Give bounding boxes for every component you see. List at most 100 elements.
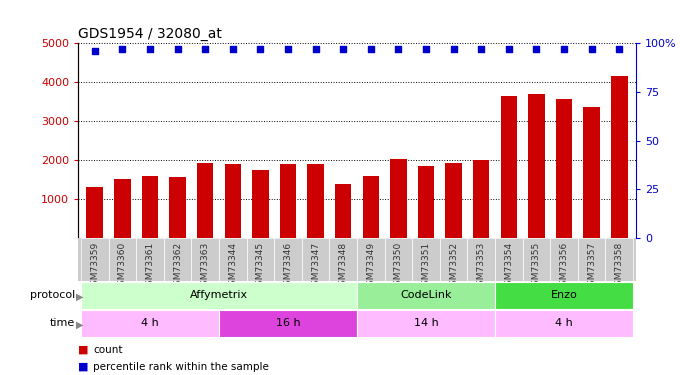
Point xyxy=(117,46,128,52)
Bar xyxy=(605,238,633,281)
Point xyxy=(393,46,404,52)
Bar xyxy=(473,160,490,238)
Bar xyxy=(495,238,523,281)
Text: GSM73357: GSM73357 xyxy=(587,242,596,291)
Text: GSM73354: GSM73354 xyxy=(505,242,513,291)
Point xyxy=(145,46,156,52)
Text: 4 h: 4 h xyxy=(141,318,159,328)
Text: GSM73359: GSM73359 xyxy=(90,242,99,291)
Bar xyxy=(578,238,605,281)
Text: GSM73352: GSM73352 xyxy=(449,242,458,291)
Bar xyxy=(81,310,219,337)
Text: GSM73347: GSM73347 xyxy=(311,242,320,291)
Bar xyxy=(136,238,164,281)
Text: GSM73349: GSM73349 xyxy=(367,242,375,291)
Text: GSM73356: GSM73356 xyxy=(560,242,568,291)
Text: GSM73351: GSM73351 xyxy=(422,242,430,291)
Text: 14 h: 14 h xyxy=(413,318,439,328)
Bar xyxy=(362,176,379,238)
Text: GSM73346: GSM73346 xyxy=(284,242,292,291)
Bar xyxy=(445,163,462,238)
Point xyxy=(338,46,349,52)
Text: GSM73353: GSM73353 xyxy=(477,242,486,291)
Bar xyxy=(385,238,412,281)
Bar xyxy=(252,170,269,238)
Bar xyxy=(169,177,186,238)
Bar xyxy=(302,238,329,281)
Bar xyxy=(440,238,467,281)
Text: GSM73348: GSM73348 xyxy=(339,242,347,291)
Text: count: count xyxy=(93,345,122,355)
Bar xyxy=(279,164,296,238)
Bar xyxy=(109,238,136,281)
Bar xyxy=(307,164,324,238)
Text: 16 h: 16 h xyxy=(275,318,301,328)
Point xyxy=(255,46,266,52)
Text: time: time xyxy=(50,318,75,328)
Bar xyxy=(197,163,214,238)
Bar xyxy=(528,94,545,238)
Text: 4 h: 4 h xyxy=(555,318,573,328)
Text: GSM73345: GSM73345 xyxy=(256,242,265,291)
Text: ■: ■ xyxy=(78,345,88,355)
Bar xyxy=(191,238,219,281)
Bar xyxy=(412,238,440,281)
Point xyxy=(172,46,183,52)
Bar xyxy=(224,164,241,238)
Bar xyxy=(418,166,435,238)
Bar xyxy=(357,310,495,337)
Bar xyxy=(523,238,550,281)
Text: GSM73363: GSM73363 xyxy=(201,242,209,291)
Point xyxy=(420,46,431,52)
Text: GSM73355: GSM73355 xyxy=(532,242,541,291)
Text: protocol: protocol xyxy=(29,290,75,300)
Point xyxy=(614,46,625,52)
Bar xyxy=(500,96,517,238)
Point xyxy=(476,46,487,52)
Bar xyxy=(550,238,578,281)
Bar xyxy=(495,310,633,337)
Text: ■: ■ xyxy=(78,362,88,372)
Bar xyxy=(274,238,302,281)
Bar xyxy=(114,179,131,238)
Bar xyxy=(164,238,191,281)
Point xyxy=(310,46,321,52)
Bar xyxy=(611,76,628,238)
Text: GSM73361: GSM73361 xyxy=(146,242,154,291)
Text: GSM73358: GSM73358 xyxy=(615,242,624,291)
Point xyxy=(283,46,294,52)
Bar xyxy=(495,282,633,309)
Bar xyxy=(583,107,600,238)
Point xyxy=(448,46,459,52)
Point xyxy=(227,46,238,52)
Text: GSM73360: GSM73360 xyxy=(118,242,127,291)
Bar xyxy=(141,176,158,238)
Bar xyxy=(556,99,573,238)
Text: ▶: ▶ xyxy=(75,291,83,302)
Point xyxy=(89,48,100,54)
Text: Affymetrix: Affymetrix xyxy=(190,290,248,300)
Text: percentile rank within the sample: percentile rank within the sample xyxy=(93,362,269,372)
Point xyxy=(200,46,211,52)
Text: GDS1954 / 32080_at: GDS1954 / 32080_at xyxy=(78,27,222,41)
Text: GSM73362: GSM73362 xyxy=(173,242,182,291)
Text: Enzo: Enzo xyxy=(551,290,577,300)
Bar xyxy=(329,238,357,281)
Bar xyxy=(247,238,274,281)
Bar xyxy=(81,238,109,281)
Bar xyxy=(86,187,103,238)
Bar xyxy=(219,238,247,281)
Text: GSM73344: GSM73344 xyxy=(228,242,237,291)
Point xyxy=(531,46,542,52)
Text: ▶: ▶ xyxy=(75,320,83,330)
Point xyxy=(365,46,376,52)
Text: CodeLink: CodeLink xyxy=(401,290,452,300)
Bar xyxy=(219,310,357,337)
Bar xyxy=(357,238,385,281)
Text: GSM73350: GSM73350 xyxy=(394,242,403,291)
Point xyxy=(586,46,597,52)
Bar xyxy=(78,238,636,281)
Bar xyxy=(467,238,495,281)
Point xyxy=(503,46,514,52)
Bar xyxy=(390,159,407,238)
